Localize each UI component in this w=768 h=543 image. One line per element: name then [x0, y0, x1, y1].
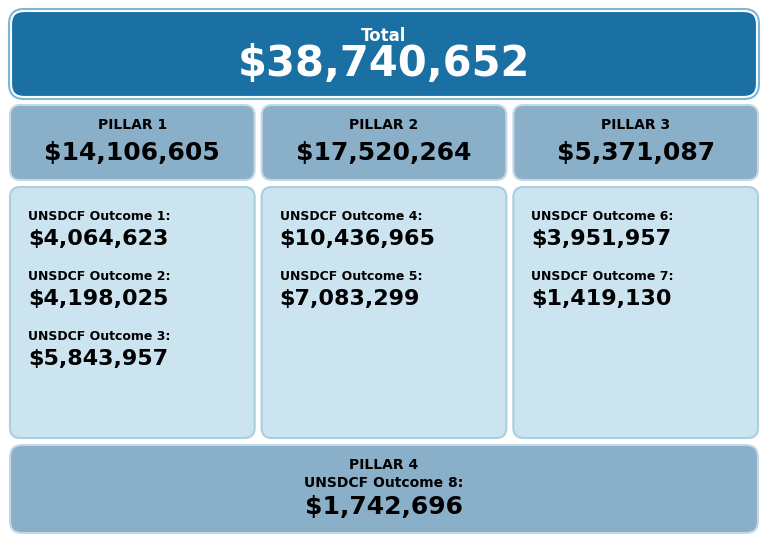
Text: PILLAR 1: PILLAR 1 [98, 118, 167, 132]
FancyBboxPatch shape [262, 187, 506, 438]
Text: $4,064,623: $4,064,623 [28, 229, 168, 249]
Text: $10,436,965: $10,436,965 [280, 229, 435, 249]
Text: UNSDCF Outcome 3:: UNSDCF Outcome 3: [28, 331, 170, 344]
FancyBboxPatch shape [10, 445, 758, 533]
Text: $1,742,696: $1,742,696 [305, 495, 463, 519]
Text: Total: Total [361, 27, 407, 45]
Text: $17,520,264: $17,520,264 [296, 141, 472, 165]
Text: $38,740,652: $38,740,652 [238, 43, 530, 85]
Text: $1,419,130: $1,419,130 [531, 289, 672, 309]
Text: PILLAR 3: PILLAR 3 [601, 118, 670, 132]
Text: UNSDCF Outcome 1:: UNSDCF Outcome 1: [28, 211, 170, 224]
FancyBboxPatch shape [513, 105, 758, 180]
FancyBboxPatch shape [10, 105, 255, 180]
FancyBboxPatch shape [10, 10, 758, 98]
FancyBboxPatch shape [513, 187, 758, 438]
FancyBboxPatch shape [10, 187, 255, 438]
Text: $7,083,299: $7,083,299 [280, 289, 420, 309]
Text: UNSDCF Outcome 8:: UNSDCF Outcome 8: [304, 476, 464, 490]
Text: UNSDCF Outcome 5:: UNSDCF Outcome 5: [280, 270, 422, 283]
Text: PILLAR 2: PILLAR 2 [349, 118, 419, 132]
Text: UNSDCF Outcome 7:: UNSDCF Outcome 7: [531, 270, 674, 283]
FancyBboxPatch shape [262, 105, 506, 180]
Text: $4,198,025: $4,198,025 [28, 289, 168, 309]
Text: UNSDCF Outcome 2:: UNSDCF Outcome 2: [28, 270, 170, 283]
Text: $5,371,087: $5,371,087 [557, 141, 715, 165]
Text: UNSDCF Outcome 6:: UNSDCF Outcome 6: [531, 211, 674, 224]
Text: $14,106,605: $14,106,605 [45, 141, 220, 165]
Text: $3,951,957: $3,951,957 [531, 229, 671, 249]
Text: PILLAR 4: PILLAR 4 [349, 458, 419, 472]
Text: $5,843,957: $5,843,957 [28, 349, 168, 369]
Text: UNSDCF Outcome 4:: UNSDCF Outcome 4: [280, 211, 422, 224]
